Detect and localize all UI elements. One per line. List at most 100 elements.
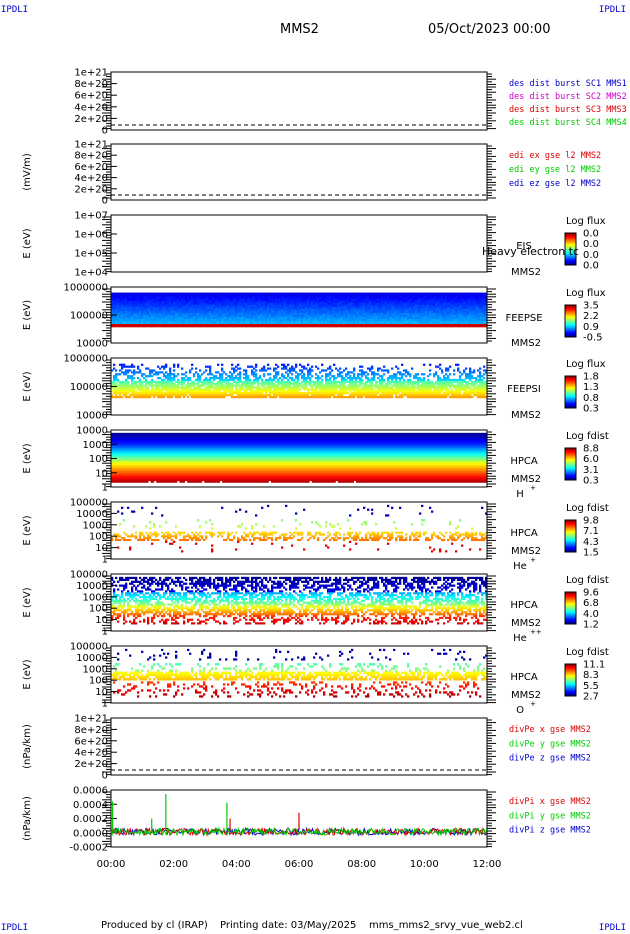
panel-edi_e-ytick-label-2: 6e+20 [74, 162, 108, 173]
panel-divpe-ytick-label-3: 4e+20 [74, 748, 108, 759]
panel-eis-colorbar-tick-label-3: 0.0 [583, 261, 599, 272]
panel-divpi-ytick-label-3: 0.0000 [73, 828, 108, 839]
panel-hpca_he1-colorbar-tick-label-3: 1.5 [583, 548, 599, 559]
panel-feeps_e-instrument: FEEPSE [505, 313, 542, 324]
panel-eis-colorbar-tick-label-0: 0.0 [583, 229, 599, 240]
panel-hpca_h-instrument: HPCA [510, 456, 538, 467]
corner-tag-top-left: IPDLI [1, 5, 29, 15]
panel-hpca_he2-spacecraft: MMS2 [511, 618, 541, 629]
panel-feeps_i-ylabel: E (eV) [22, 371, 33, 401]
panel-hpca_h [111, 432, 488, 486]
panel-divpe-frame [110, 717, 488, 776]
panel-des_dist-ytick-label-1: 8e+20 [74, 79, 108, 90]
panel-divpi-ytick-label-0: 0.0006 [73, 786, 108, 797]
panel-divpe-legend-0: divPe x gse MMS2 [509, 725, 591, 735]
panel-divpi-ytick-label-2: 0.0002 [73, 814, 108, 825]
panel-hpca_he2-instrument: HPCA [510, 600, 538, 611]
time-axis-label-4: 08:00 [347, 859, 376, 870]
panel-hpca_he1-ytick-label-5: 1 [102, 555, 108, 566]
panel-des_dist-legend-1: des dist burst SC2 MMS2 [509, 92, 627, 102]
panel-feeps_e-ytick-label-2: 10000 [76, 339, 108, 350]
panel-eis-ytick-label-0: 1e+07 [74, 211, 108, 222]
panel-divpi-noise-2 [110, 826, 488, 837]
panel-divpe-ytick-label-0: 1e+21 [74, 714, 108, 725]
time-axis-label-3: 06:00 [285, 859, 314, 870]
panel-feeps_i-ytick-label-1: 100000 [70, 382, 108, 393]
panel-hpca_o-colorbar-tick-label-2: 5.5 [583, 681, 599, 692]
panel-divpi-ytick-label-4: -0.0002 [69, 843, 108, 854]
panel-des_dist-right-comb [487, 73, 496, 130]
panel-feeps_e-spacecraft: MMS2 [511, 338, 541, 349]
panel-des_dist-legend-2: des dist burst SC3 MMS3 [509, 105, 627, 115]
panel-hpca_he2 [111, 576, 488, 625]
panel-hpca_he2-colorbar-tick-label-3: 1.2 [583, 620, 599, 631]
panel-des_dist-ytick-label-4: 2e+20 [74, 114, 108, 125]
panel-feeps_i-colorbar-tick-label-1: 1.3 [583, 382, 599, 393]
panel-hpca_h-ytick-label-0: 10000 [76, 426, 108, 437]
panel-des_dist-ytick-label-2: 6e+20 [74, 91, 108, 102]
panel-hpca_he2-colorbar-gradient [564, 591, 577, 625]
panel-feeps_e-left-comb [102, 288, 111, 342]
panel-hpca_h-spacecraft: MMS2 [511, 474, 541, 485]
panel-hpca_o-right-comb [487, 647, 496, 704]
panel-hpca_he2-colorbar-title: Log fdist [566, 575, 609, 586]
panel-hpca_o-ytick-label-1: 10000 [76, 653, 108, 664]
panel-hpca_he1-colorbar-tick-label-2: 4.3 [583, 537, 599, 548]
panel-hpca_he1-colorbar-tick-label-1: 7.1 [583, 526, 599, 537]
panel-feeps_i-right-comb [487, 359, 496, 416]
panel-divpe-ytick-label-5: 0 [102, 771, 108, 782]
panel-hpca_o-colorbar-title: Log fdist [566, 647, 609, 658]
panel-feeps_e-colorbar-tick-label-0: 3.5 [583, 301, 599, 312]
panel-feeps_e-right-comb [487, 288, 496, 342]
panel-feeps_e-colorbar-tick-label-2: 0.9 [583, 322, 599, 333]
panel-hpca_he1 [111, 504, 488, 553]
panel-hpca_he1-ytick-label-0: 100000 [70, 498, 108, 509]
panel-divpi-ylabel: (nPa/km) [22, 796, 33, 841]
panel-divpi-legend-1: divPi y gse MMS2 [509, 811, 591, 821]
panel-hpca_h-colorbar-tick-label-0: 8.8 [583, 444, 599, 455]
panel-eis-colorbar-gradient [564, 232, 577, 266]
panel-eis-ytick-label-1: 1e+06 [74, 230, 108, 241]
panel-feeps_e-ytick-label-1: 100000 [70, 311, 108, 322]
panel-hpca_o-charge: + [530, 700, 536, 708]
panel-divpe-left-comb [102, 719, 111, 776]
panel-eis-frame [110, 214, 488, 273]
panel-edi_e-ytick-label-0: 1e+21 [74, 140, 108, 151]
panel-feeps_e-colorbar-title: Log flux [566, 288, 606, 299]
panel-hpca_he2-ytick-label-2: 1000 [83, 592, 108, 603]
panel-des_dist-legend-0: des dist burst SC1 MMS1 [509, 79, 627, 89]
panel-feeps_e-colorbar-gradient [564, 304, 577, 338]
panel-edi_e-left-comb [102, 145, 111, 199]
panel-hpca_he1-ytick-label-3: 100 [89, 532, 108, 543]
panel-feeps_e [111, 292, 488, 328]
panel-hpca_o-colorbar-tick-label-1: 8.3 [583, 670, 599, 681]
panel-hpca_he2-charge: ++ [530, 628, 542, 636]
time-axis-label-0: 00:00 [97, 859, 126, 870]
panel-hpca_h-colorbar-tick-label-2: 3.1 [583, 465, 599, 476]
panel-eis-right-comb [487, 216, 496, 273]
panel-hpca_he2-left-comb [102, 575, 111, 632]
panel-des_dist-frame [110, 71, 488, 131]
time-axis-label-2: 04:00 [222, 859, 251, 870]
panel-divpi-right-comb [487, 791, 496, 848]
panel-des_dist-legend-3: des dist burst SC4 MMS4 [509, 118, 627, 128]
panel-des_dist-left-comb [102, 73, 111, 130]
panel-hpca_he2-ytick-label-0: 100000 [70, 570, 108, 581]
panel-divpi-ytick-label-1: 0.0004 [73, 800, 108, 811]
corner-tag-top-right: IPDLI [598, 5, 626, 15]
panel-divpi-legend-0: divPi x gse MMS2 [509, 797, 591, 807]
panel-hpca_h-ytick-label-2: 100 [89, 454, 108, 465]
panel-hpca_o [111, 648, 488, 698]
panel-hpca_o-ylabel: E (eV) [22, 659, 33, 689]
panel-feeps_i-instrument: FEEPSI [507, 384, 541, 395]
panel-hpca_he2-species: He [513, 633, 527, 644]
panel-hpca_he1-ytick-label-1: 10000 [76, 509, 108, 520]
panel-hpca_he2-ylabel: E (eV) [22, 587, 33, 617]
panel-edi_e-legend-1: edi ey gse l2 MMS2 [509, 165, 601, 175]
panel-hpca_he1-frame [110, 501, 488, 560]
panel-eis-colorbar-tick-label-2: 0.0 [583, 250, 599, 261]
panel-hpca_o-ytick-label-4: 10 [95, 687, 108, 698]
panel-hpca_he1-spacecraft: MMS2 [511, 546, 541, 557]
panel-divpe-ytick-label-2: 6e+20 [74, 736, 108, 747]
